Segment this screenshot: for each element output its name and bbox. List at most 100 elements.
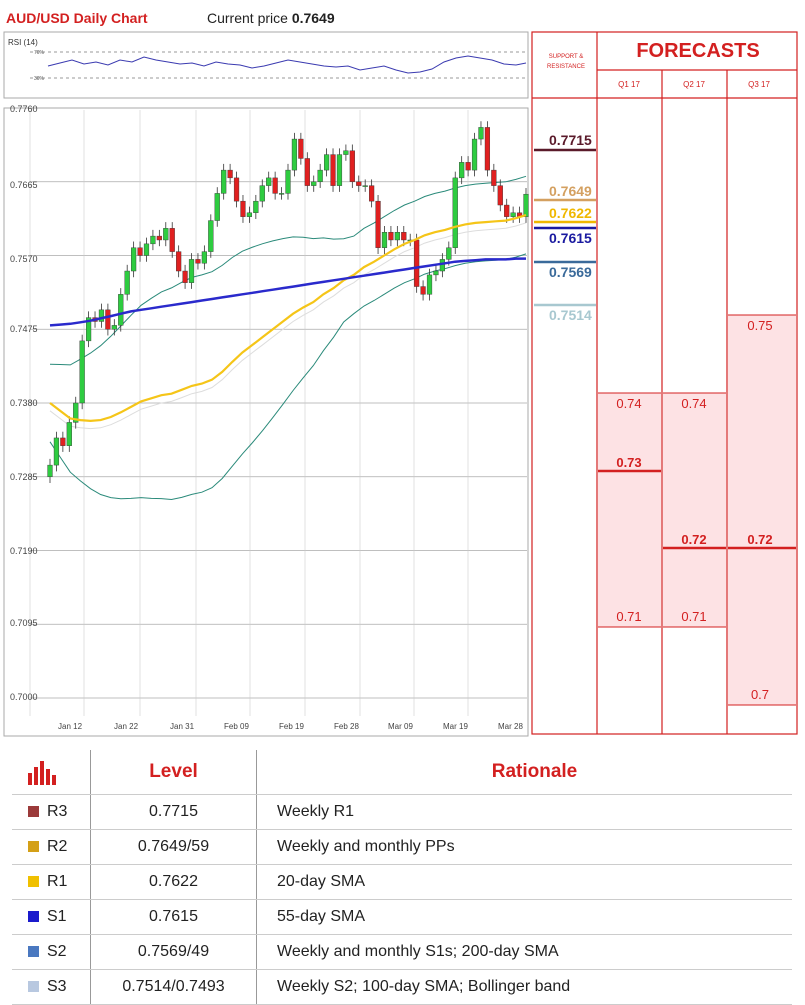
table-header-row: Level Rationale: [12, 750, 792, 795]
swatch-s3: [28, 981, 39, 992]
bar-chart-icon: [28, 761, 56, 785]
candle-body-60: [433, 270, 439, 276]
candle-body-62: [446, 247, 452, 260]
table-row: S2 0.7569/49 Weekly and monthly S1s; 200…: [12, 934, 792, 970]
rsi-70-label: 70%: [34, 50, 45, 56]
candle-body-38: [291, 138, 298, 171]
candle-body-45: [336, 154, 343, 186]
candle-body-67: [478, 127, 484, 140]
x-tick-1: Jan 22: [114, 722, 139, 731]
candle-body-10: [111, 325, 117, 330]
row-name: R1: [47, 873, 68, 890]
x-tick-0: Jan 12: [58, 722, 83, 731]
y-tick-3: 0.7475: [10, 324, 38, 334]
swatch-s1: [28, 911, 39, 922]
swatch-r1: [28, 876, 39, 887]
candle-body-4: [73, 402, 79, 423]
candle-body-37: [285, 169, 291, 194]
sr-heading: SUPPORT & RESISTANCE: [547, 54, 585, 70]
candle-body-49: [362, 185, 368, 187]
candle-body-39: [298, 138, 304, 159]
candle-body-44: [330, 154, 336, 186]
candle-body-69: [491, 169, 497, 186]
q1-median: 0.73: [616, 455, 642, 470]
candle-body-53: [388, 232, 394, 241]
table-header-rationale: Rationale: [256, 750, 792, 795]
row-rationale: Weekly S2; 100-day SMA; Bollinger band: [256, 969, 792, 1005]
q3-median: 0.72: [747, 532, 773, 547]
candles: [47, 121, 529, 483]
q3-high: 0.75: [747, 318, 773, 333]
candle-body-58: [420, 286, 426, 295]
candle-body-13: [131, 247, 137, 272]
row-level: 0.7622: [90, 864, 257, 900]
bb-upper: [49, 175, 527, 366]
candle-body-2: [60, 437, 66, 446]
sr-value-4: 0.7569: [549, 264, 592, 280]
sr-value-3: 0.7615: [549, 230, 592, 246]
x-tick-2: Jan 31: [170, 722, 195, 731]
candle-body-28: [227, 169, 233, 179]
candle-body-8: [98, 309, 105, 322]
row-level: 0.7715: [90, 794, 257, 830]
candle-body-26: [214, 193, 220, 221]
candle-body-25: [208, 220, 214, 252]
chart-title: AUD/USD Daily Chart: [6, 10, 148, 26]
current-price: Current price 0.7649: [207, 10, 335, 26]
candle-body-71: [504, 204, 510, 217]
candle-body-59: [426, 274, 433, 295]
row-name: R2: [47, 838, 68, 855]
candle-body-72: [510, 212, 516, 217]
x-tick-5: Feb 28: [334, 722, 359, 731]
candle-body-24: [201, 251, 207, 264]
candle-body-18: [163, 228, 169, 241]
y-tick-6: 0.7190: [10, 546, 38, 556]
candle-body-12: [124, 270, 130, 295]
candle-body-6: [85, 317, 92, 342]
q2-median: 0.72: [681, 532, 707, 547]
candle-body-9: [105, 309, 111, 330]
candle-body-17: [156, 235, 162, 241]
candle-body-22: [188, 259, 195, 283]
candle-body-52: [381, 232, 388, 248]
candle-body-14: [137, 247, 143, 256]
candle-body-23: [195, 259, 201, 264]
row-level: 0.7569/49: [90, 934, 257, 970]
candle-body-66: [471, 138, 478, 171]
y-tick-7: 0.7095: [10, 618, 38, 628]
q3-low: 0.7: [750, 687, 770, 702]
candle-body-70: [497, 185, 503, 206]
price-value: 0.7649: [291, 10, 335, 26]
rsi-line: [47, 55, 527, 74]
candle-body-54: [394, 232, 400, 241]
candle-body-32: [253, 200, 259, 214]
candle-body-3: [66, 422, 72, 446]
row-rationale: 55-day SMA: [256, 899, 792, 935]
q2-high: 0.74: [681, 396, 707, 411]
q1-low: 0.71: [616, 609, 642, 624]
q1-high: 0.74: [616, 396, 642, 411]
row-level: 0.7649/59: [90, 829, 257, 865]
swatch-s2: [28, 946, 39, 957]
x-tick-7: Mar 19: [443, 722, 468, 731]
table-header-icon-cell: [12, 750, 91, 795]
x-tick-4: Feb 19: [279, 722, 304, 731]
candle-body-1: [53, 437, 60, 466]
candle-body-20: [176, 251, 182, 272]
sr-value-0: 0.7715: [549, 132, 592, 148]
table-row: S3 0.7514/0.7493 Weekly S2; 100-day SMA;…: [12, 969, 792, 1005]
table-row: R3 0.7715 Weekly R1: [12, 794, 792, 830]
y-tick-4: 0.7380: [10, 398, 38, 408]
table-row: R2 0.7649/59 Weekly and monthly PPs: [12, 829, 792, 865]
bollinger-bands: [49, 175, 527, 501]
candle-body-61: [439, 259, 445, 272]
q2-range: [663, 393, 726, 627]
row-level: 0.7514/0.7493: [90, 969, 257, 1005]
swatch-r3: [28, 806, 39, 817]
bb-lower: [49, 253, 527, 501]
chart-svg: 70% 30%: [3, 31, 798, 737]
candle-body-36: [278, 193, 285, 195]
row-rationale: Weekly and monthly PPs: [256, 829, 792, 865]
candle-body-47: [349, 150, 355, 182]
sr-value-1: 0.7649: [549, 183, 592, 199]
